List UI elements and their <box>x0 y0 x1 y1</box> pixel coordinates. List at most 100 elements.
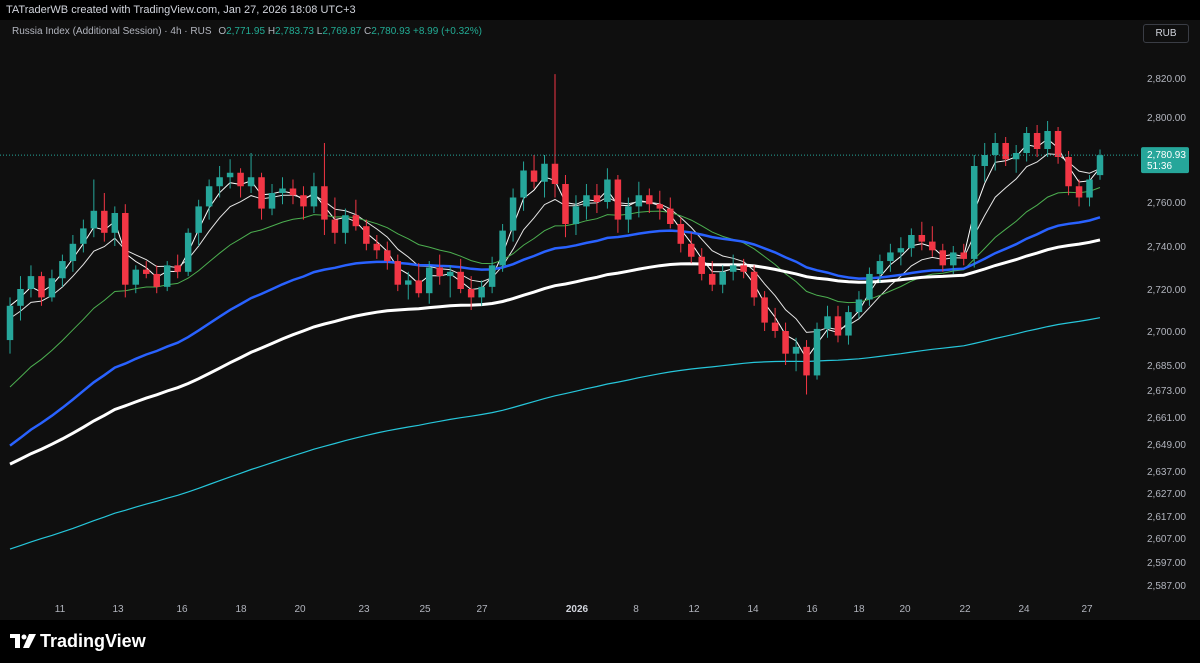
candles <box>6 74 1104 395</box>
chart-attribution: TATraderWB created with TradingView.com,… <box>0 0 1200 20</box>
time-tick-label: 27 <box>476 604 488 615</box>
candle-body <box>509 197 517 231</box>
candle-body <box>1086 179 1093 198</box>
candle-body <box>887 252 894 262</box>
candle-body <box>792 346 800 354</box>
time-tick-label: 23 <box>358 604 370 615</box>
candle-body <box>677 224 685 244</box>
footer: TradingView <box>0 620 1200 663</box>
high-value: 2,783.73 <box>275 26 314 37</box>
candle-body <box>541 163 548 182</box>
price-tick-label: 2,820.00 <box>1147 74 1186 85</box>
open-value: 2,771.95 <box>226 26 266 37</box>
candle-body <box>918 235 926 242</box>
candle-body <box>268 193 276 209</box>
candle-body <box>499 230 506 266</box>
currency-button[interactable]: RUB <box>1143 24 1189 43</box>
price-tick-label: 2,740.00 <box>1147 242 1186 253</box>
price-tick-label: 2,700.00 <box>1147 327 1186 338</box>
chart-area[interactable]: 2,820.002,800.002,780.002,760.002,740.00… <box>0 20 1200 620</box>
price-chart[interactable]: 2,820.002,800.002,780.002,760.002,740.00… <box>0 20 1200 620</box>
high-label: H <box>267 26 276 37</box>
candle-body <box>321 186 328 220</box>
candle-body <box>352 215 360 227</box>
candle-body <box>708 273 716 285</box>
candle-body <box>90 210 98 229</box>
candle-body <box>488 265 496 287</box>
price-axis: 2,820.002,800.002,780.002,760.002,740.00… <box>0 74 1189 592</box>
candle-body <box>27 276 35 289</box>
candle-body <box>593 195 601 202</box>
candle-body <box>80 228 87 244</box>
candle-body <box>562 184 569 224</box>
time-tick-label: 14 <box>747 604 759 615</box>
candle-body <box>520 170 527 198</box>
candle-body <box>436 267 443 277</box>
candle-body <box>719 271 726 285</box>
candle-body <box>991 143 999 155</box>
candle-body <box>803 346 810 376</box>
candle-body <box>457 271 464 289</box>
candle-body <box>583 195 590 207</box>
price-tick-label: 2,760.00 <box>1147 198 1186 209</box>
candle-body <box>289 188 297 196</box>
time-tick-label: 27 <box>1081 604 1093 615</box>
price-tick-label: 2,685.00 <box>1147 361 1186 372</box>
candle-body <box>258 177 265 209</box>
candle-body <box>111 213 119 233</box>
candle-body <box>604 179 611 202</box>
ma-cyan-line <box>9 317 1101 550</box>
candle-body <box>467 289 475 298</box>
moving-averages <box>9 138 1101 550</box>
time-tick-label: 12 <box>688 604 700 615</box>
candle-body <box>342 215 349 233</box>
time-tick-label: 20 <box>899 604 911 615</box>
candle-body <box>226 172 234 178</box>
time-tick-label: 16 <box>806 604 818 615</box>
candle-body <box>646 195 653 205</box>
candle-body <box>1002 143 1009 160</box>
candle-body <box>635 195 643 207</box>
candle-body <box>929 241 936 251</box>
time-tick-label: 8 <box>633 604 639 615</box>
close-label: C <box>364 26 372 37</box>
candle-body <box>478 286 485 298</box>
time-tick-label: 25 <box>419 604 431 615</box>
tradingview-logo[interactable]: TradingView <box>10 631 146 651</box>
time-tick-label: 11 <box>55 604 66 615</box>
time-tick-label: 13 <box>112 604 124 615</box>
candle-body <box>970 166 978 259</box>
candle-body <box>373 243 381 251</box>
candle-body <box>247 177 255 187</box>
price-tick-label: 2,587.00 <box>1147 581 1186 592</box>
candle-body <box>310 186 318 207</box>
ma-blue-line <box>9 216 1101 447</box>
candle-body <box>834 316 842 336</box>
candle-body <box>17 289 24 306</box>
time-tick-label: 22 <box>959 604 971 615</box>
candle-body <box>405 280 412 285</box>
candle-body <box>237 172 244 187</box>
price-tick-label: 2,673.00 <box>1147 386 1186 397</box>
time-tick-label: 18 <box>853 604 865 615</box>
candle-body <box>855 299 863 313</box>
candle-body <box>1054 131 1062 157</box>
candle-body <box>981 155 988 166</box>
candle-body <box>740 265 747 272</box>
candle-body <box>625 206 632 220</box>
candle-body <box>1065 157 1072 187</box>
candle-body <box>750 271 758 298</box>
candle-body <box>667 208 674 224</box>
candle-body <box>656 204 664 209</box>
candle-body <box>363 226 370 244</box>
open-label: O <box>218 26 227 37</box>
candle-body <box>6 305 14 341</box>
candle-body <box>415 280 422 294</box>
price-tick-label: 2,649.00 <box>1147 440 1186 451</box>
candle-body <box>845 312 852 336</box>
price-tick-label: 2,661.00 <box>1147 413 1186 424</box>
time-axis: 11 13 16 18 20 23 25 27 2026 8 12 14 16 18 20 22 24 27 <box>55 604 1093 615</box>
candle-body <box>688 243 695 257</box>
candle-body <box>866 273 873 300</box>
close-value: 2,780.93 <box>371 26 411 37</box>
